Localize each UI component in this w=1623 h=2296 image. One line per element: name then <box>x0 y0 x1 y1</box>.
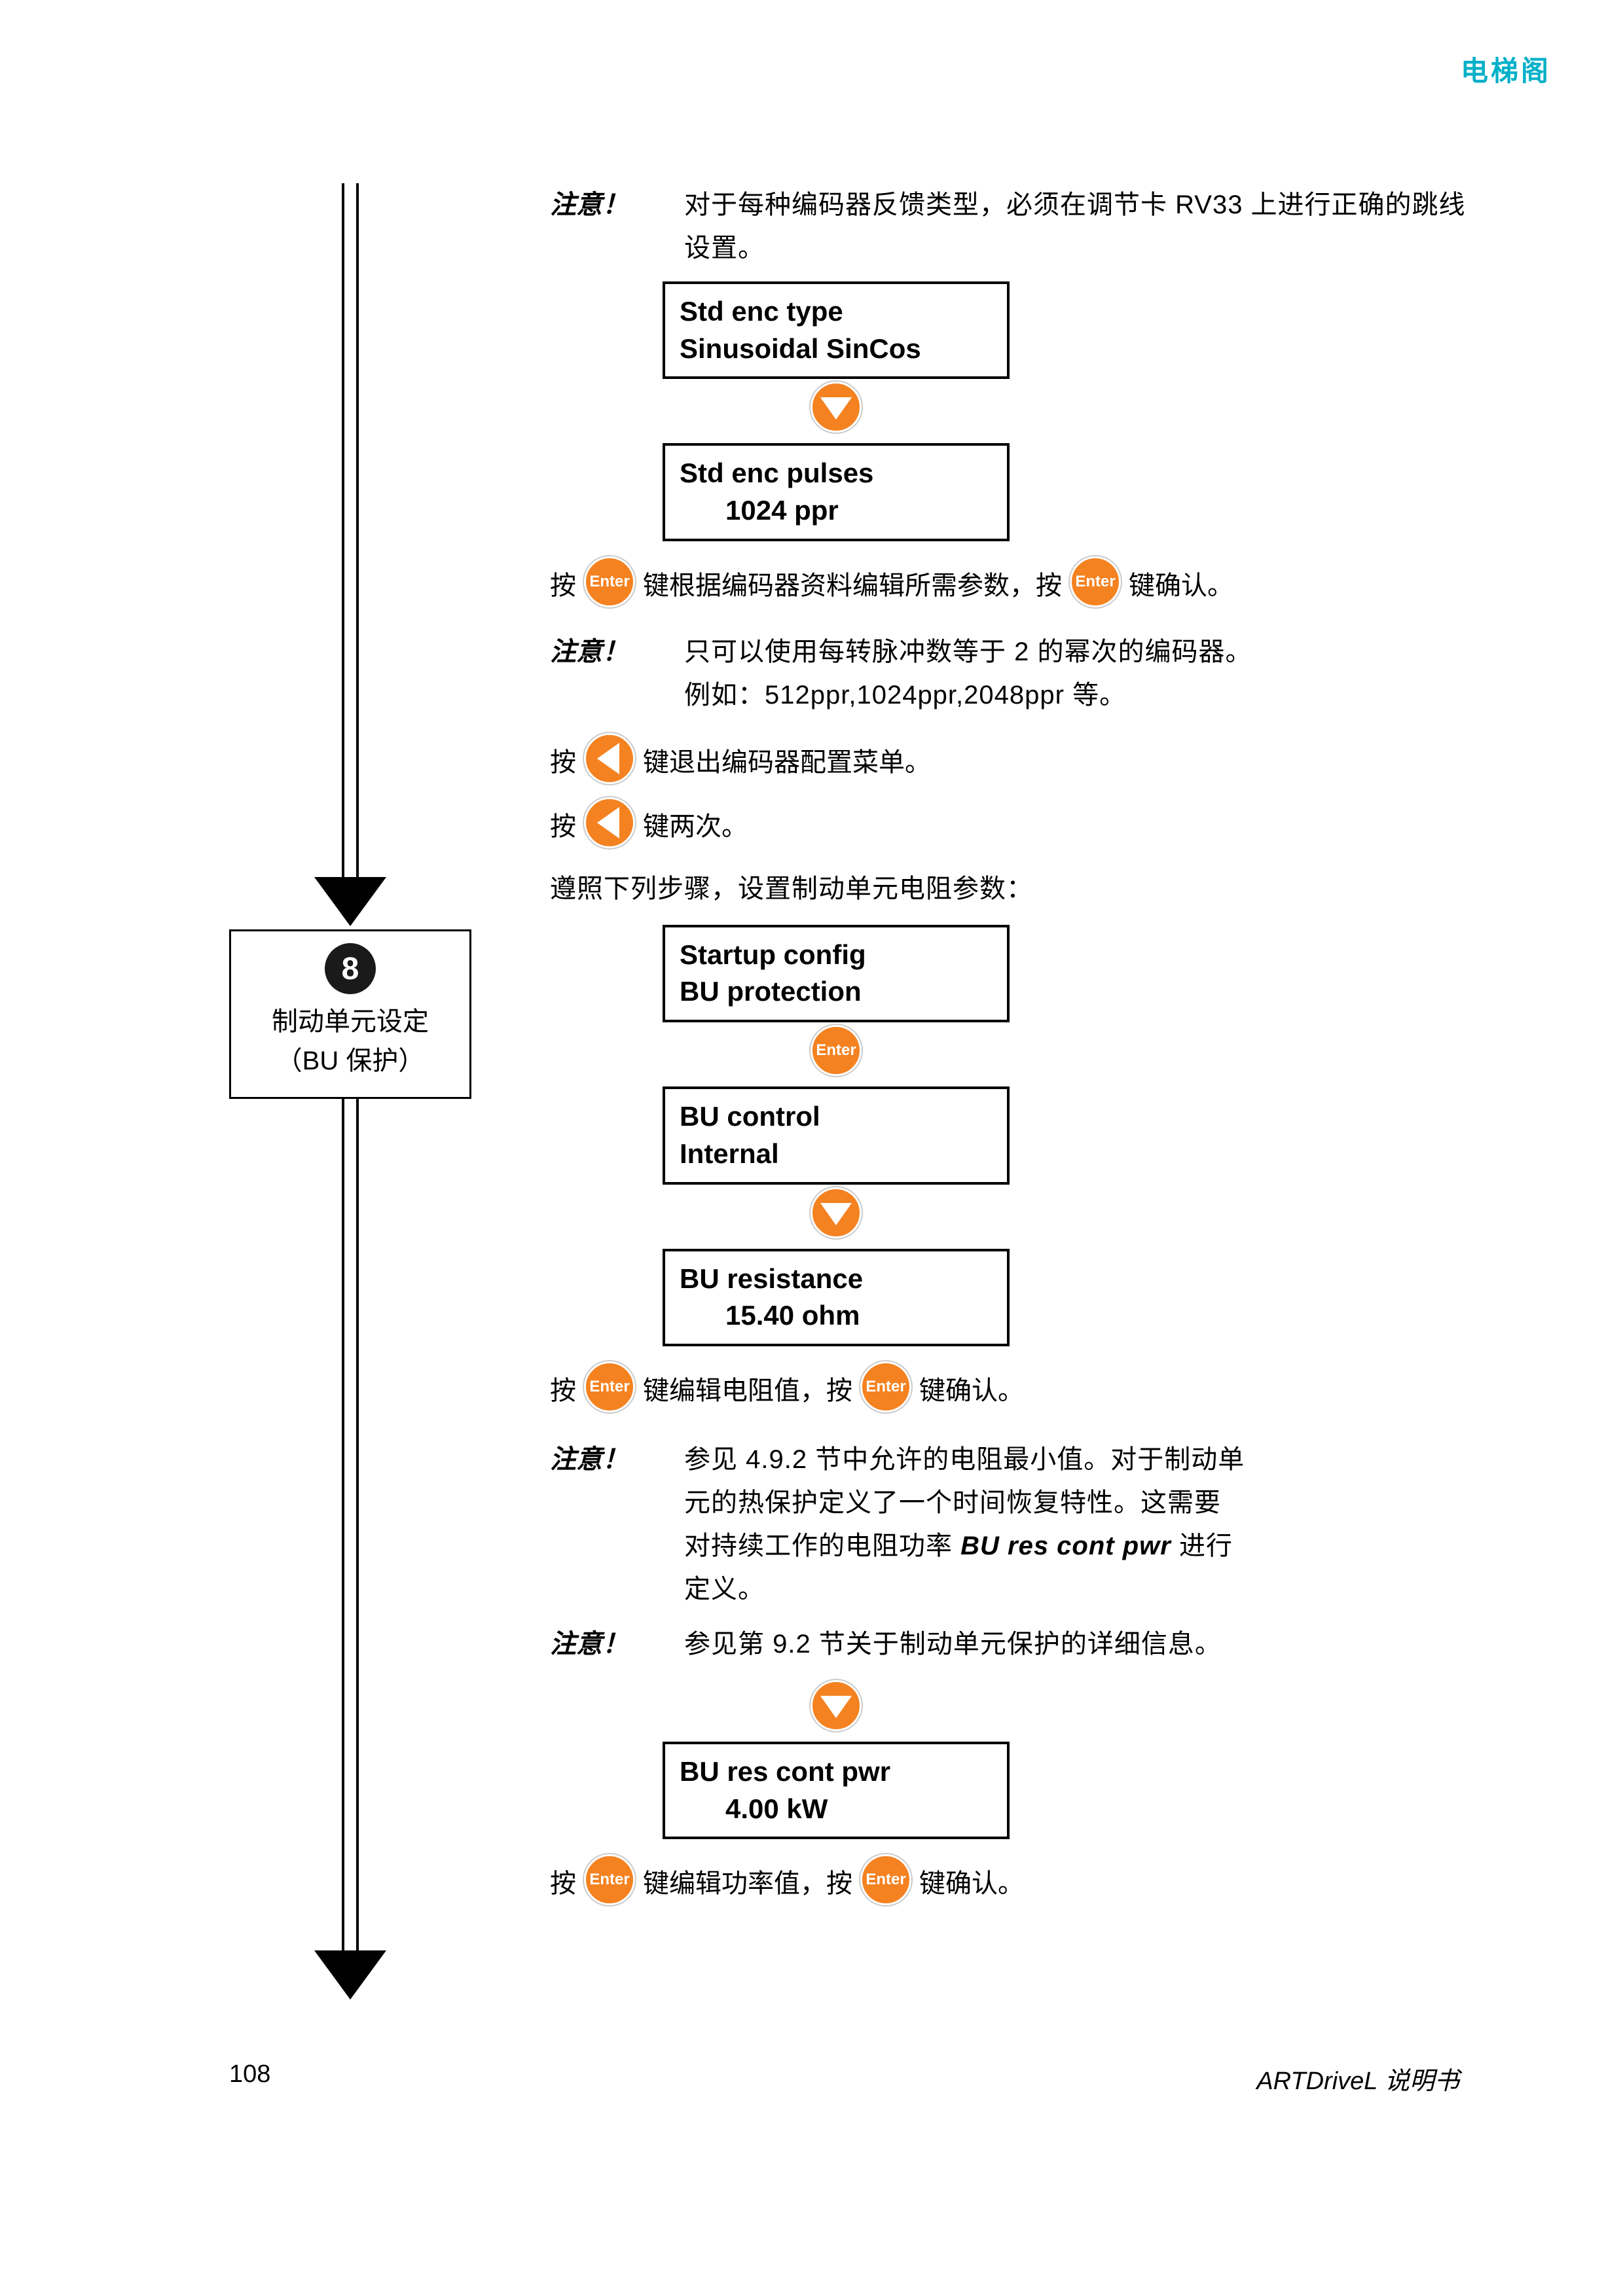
footer-title: ARTDriveL 说明书 <box>1256 2060 1459 2096</box>
display-line: Startup config <box>680 937 993 974</box>
note-label: 注意！ <box>550 1623 684 1660</box>
note-label: 注意！ <box>550 630 684 668</box>
down-key-icon <box>811 382 862 433</box>
display-line: 4.00 kW <box>680 1791 993 1828</box>
instruction-line: 按 键两次。 <box>550 800 1467 853</box>
text-fragment: 按 <box>550 800 576 853</box>
down-key-icon <box>811 1680 862 1731</box>
text-line: 参见 4.9.2 节中允许的电阻最小值。对于制动单 <box>684 1445 1245 1474</box>
enter-key-icon: Enter <box>1070 556 1121 607</box>
button-connector: Enter <box>663 1022 1010 1086</box>
note-row: 注意！ 参见第 9.2 节关于制动单元保护的详细信息。 <box>550 1623 1467 1666</box>
instruction-line: 按 Enter 键编辑电阻值，按 Enter 键确认。 <box>550 1365 1467 1417</box>
display-line: Std enc pulses <box>680 455 993 492</box>
lcd-display-box: BU res cont pwr 4.00 kW <box>663 1742 1010 1839</box>
text-fragment: 键确认。 <box>919 1857 1024 1910</box>
instruction-line: 按 Enter 键根据编码器资料编辑所需参数，按 Enter 键确认。 <box>550 560 1467 612</box>
text-fragment: 对持续工作的电阻功率 <box>684 1532 960 1560</box>
display-line: 15.40 ohm <box>680 1297 993 1335</box>
button-connector <box>663 379 1010 443</box>
footer-brand: ARTDriveL <box>1256 2068 1377 2095</box>
flow-line-segment <box>342 1096 359 1950</box>
button-connector <box>663 1185 1010 1249</box>
left-key-icon <box>584 733 635 784</box>
text-line: 元的热保护定义了一个时间恢复特性。这需要 <box>684 1488 1221 1517</box>
text-fragment: 键编辑电阻值，按 <box>643 1365 852 1417</box>
text-line: 定义。 <box>684 1575 765 1604</box>
text-fragment: 键两次。 <box>643 800 748 853</box>
note-text: 参见第 9.2 节关于制动单元保护的详细信息。 <box>684 1623 1222 1666</box>
watermark-text: 电梯阁 <box>1461 49 1551 89</box>
enter-key-icon: Enter <box>584 556 635 607</box>
display-line: BU resistance <box>680 1261 993 1298</box>
enter-key-icon: Enter <box>584 1854 635 1905</box>
display-line: BU control <box>680 1098 993 1136</box>
text-fragment: 键确认。 <box>919 1365 1024 1417</box>
enter-key-icon: Enter <box>860 1361 911 1412</box>
note-row: 注意！ 参见 4.9.2 节中允许的电阻最小值。对于制动单 元的热保护定义了一个… <box>550 1438 1467 1611</box>
display-line: 1024 ppr <box>680 492 993 529</box>
flow-step-box: 8 制动单元设定 （BU 保护） <box>229 929 471 1099</box>
text-fragment: 按 <box>550 736 576 789</box>
text-fragment: 按 <box>550 560 576 612</box>
step-number-badge: 8 <box>325 943 376 994</box>
display-line: BU protection <box>680 973 993 1011</box>
lcd-display-box: BU control Internal <box>663 1086 1010 1184</box>
flow-arrowhead-icon <box>314 1950 386 2000</box>
note-text: 参见 4.9.2 节中允许的电阻最小值。对于制动单 元的热保护定义了一个时间恢复… <box>684 1438 1245 1611</box>
footer-rest: 说明书 <box>1377 2068 1459 2095</box>
lcd-display-box: Std enc type Sinusoidal SinCos <box>663 281 1010 379</box>
instruction-line: 遵照下列步骤，设置制动单元电阻参数： <box>550 867 1467 910</box>
note-label: 注意！ <box>550 183 684 221</box>
note-text: 只可以使用每转脉冲数等于 2 的幂次的编码器。 例如：512ppr,1024pp… <box>684 630 1252 717</box>
note-text: 对于每种编码器反馈类型，必须在调节卡 RV33 上进行正确的跳线设置。 <box>684 183 1467 270</box>
step-label-line: 制动单元设定 <box>272 1007 429 1036</box>
flow-line-segment <box>342 183 359 877</box>
text-fragment: 键编辑功率值，按 <box>643 1857 852 1910</box>
text-line: 例如：512ppr,1024ppr,2048ppr 等。 <box>684 681 1126 709</box>
enter-key-icon: Enter <box>811 1025 862 1076</box>
left-key-icon <box>584 797 635 848</box>
content-column: 注意！ 对于每种编码器反馈类型，必须在调节卡 RV33 上进行正确的跳线设置。 … <box>550 183 1467 1910</box>
flowchart-column: 8 制动单元设定 （BU 保护） <box>229 183 471 2009</box>
page-number: 108 <box>229 2060 270 2096</box>
page-footer: 108 ARTDriveL 说明书 <box>229 2060 1459 2096</box>
display-line: Internal <box>680 1136 993 1173</box>
enter-key-icon: Enter <box>584 1361 635 1412</box>
text-fragment: 进行 <box>1171 1532 1233 1560</box>
text-line: 只可以使用每转脉冲数等于 2 的幂次的编码器。 <box>684 637 1252 666</box>
display-line: Sinusoidal SinCos <box>680 331 993 368</box>
display-line: BU res cont pwr <box>680 1753 993 1791</box>
lcd-display-box: Startup config BU protection <box>663 925 1010 1022</box>
button-connector <box>663 1677 1010 1742</box>
text-fragment: 键确认。 <box>1129 560 1233 612</box>
instruction-line: 按 Enter 键编辑功率值，按 Enter 键确认。 <box>550 1857 1467 1910</box>
text-fragment: 键根据编码器资料编辑所需参数，按 <box>643 560 1062 612</box>
step-label: 制动单元设定 （BU 保护） <box>236 1002 464 1081</box>
bold-term: BU res cont pwr <box>960 1532 1171 1560</box>
step-label-line: （BU 保护） <box>276 1047 425 1075</box>
text-fragment: 按 <box>550 1857 576 1910</box>
instruction-line: 按 键退出编码器配置菜单。 <box>550 736 1467 789</box>
enter-key-icon: Enter <box>860 1854 911 1905</box>
note-row: 注意！ 只可以使用每转脉冲数等于 2 的幂次的编码器。 例如：512ppr,10… <box>550 630 1467 717</box>
note-row: 注意！ 对于每种编码器反馈类型，必须在调节卡 RV33 上进行正确的跳线设置。 <box>550 183 1467 270</box>
lcd-display-box: BU resistance 15.40 ohm <box>663 1249 1010 1346</box>
note-label: 注意！ <box>550 1438 684 1476</box>
display-line: Std enc type <box>680 293 993 331</box>
text-fragment: 键退出编码器配置菜单。 <box>643 736 931 789</box>
flow-arrowhead-icon <box>314 877 386 926</box>
lcd-display-box: Std enc pulses 1024 ppr <box>663 443 1010 541</box>
down-key-icon <box>811 1187 862 1238</box>
text-fragment: 按 <box>550 1365 576 1417</box>
